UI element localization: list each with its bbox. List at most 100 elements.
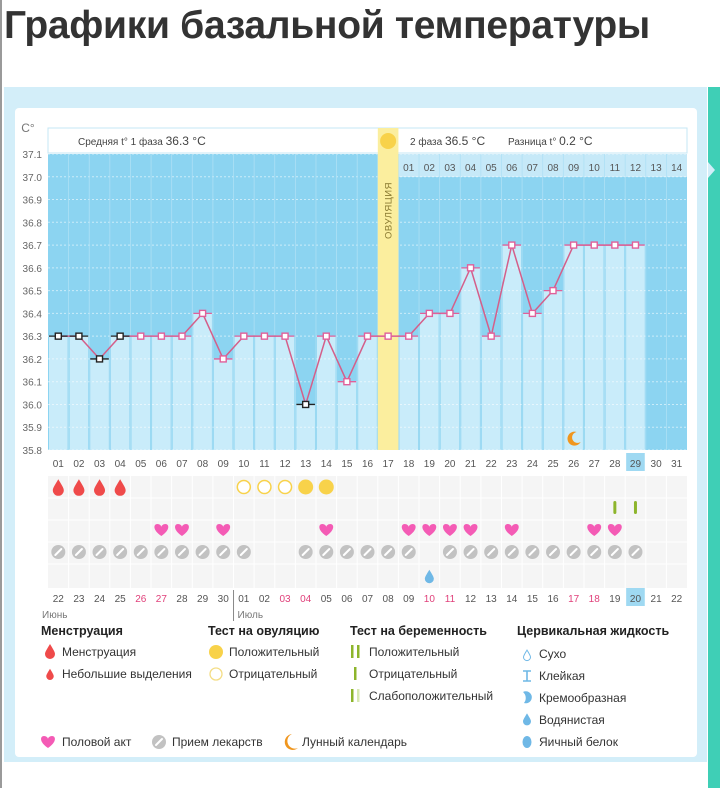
phase2-day-label: 10 — [589, 163, 601, 174]
phase2-day-label: 12 — [630, 163, 642, 174]
pregnancy-test-icon — [613, 501, 617, 514]
page-title: Графики базальной температуры — [4, 4, 650, 47]
legend-cervical-watery-icon — [523, 713, 531, 726]
temperature-point — [198, 309, 207, 318]
phase2-day-label: 13 — [651, 163, 663, 174]
calendar-date: 08 — [383, 594, 395, 605]
phase2-day-label: 08 — [547, 163, 559, 174]
ovulation-test-positive-icon — [318, 479, 334, 495]
phase2-day-label: 07 — [527, 163, 539, 174]
ovulation-test-positive-icon — [298, 479, 314, 495]
temperature-point — [590, 241, 598, 249]
heart-icon — [319, 524, 334, 536]
side-tab[interactable] — [708, 87, 720, 788]
cycle-day-label: 30 — [651, 459, 663, 470]
temperature-difference: Разница t° 0.2 °C — [508, 134, 593, 148]
legend-cervical-eggwhite: Яичный белок — [539, 735, 618, 749]
temperature-point — [446, 309, 454, 318]
temperature-point — [322, 332, 330, 340]
temperature-point — [466, 264, 475, 272]
calendar-date: 10 — [424, 594, 436, 605]
cycle-day-label: 01 — [53, 459, 65, 470]
calendar-date: 23 — [73, 594, 85, 605]
heart-icon — [422, 524, 437, 536]
ovulation-test-negative-icon — [257, 479, 272, 495]
y-tick-label: 35.9 — [23, 423, 43, 434]
menstruation-icon — [52, 479, 64, 496]
phase2-day-label: 06 — [506, 163, 518, 174]
y-tick-label: 37.1 — [23, 150, 43, 161]
heart-icon — [175, 524, 189, 536]
calendar-date: 22 — [671, 594, 683, 605]
menstruation-icon — [94, 479, 106, 496]
today-calendar-highlight — [626, 588, 645, 606]
temperature-point — [95, 355, 104, 363]
cycle-day-label: 18 — [403, 459, 415, 470]
temperature-bar — [172, 336, 192, 450]
temperature-bar — [605, 245, 625, 450]
temperature-bar — [337, 381, 357, 450]
legend-menstruation-title: Менструация — [41, 624, 123, 638]
cycle-day-label: 05 — [135, 459, 147, 470]
heart-icon — [216, 524, 231, 536]
cycle-day-label: 02 — [73, 459, 85, 470]
temperature-point — [487, 332, 495, 340]
y-tick-label: 36.5 — [23, 287, 43, 298]
y-tick-label: 36.7 — [23, 241, 43, 252]
temperature-bar — [275, 336, 295, 450]
legend-medication: Прием лекарств — [172, 735, 263, 749]
legend-ovulation-positive-icon — [209, 645, 223, 659]
legend-pregnancy-negative-icon — [354, 667, 357, 680]
legend-cervical-dry: Сухо — [539, 647, 567, 661]
calendar-date: 22 — [53, 594, 65, 605]
calendar-date: 14 — [506, 594, 518, 605]
y-tick-label: 36.9 — [23, 196, 43, 207]
calendar-date: 26 — [135, 594, 147, 605]
temperature-point — [75, 332, 83, 340]
pill-stripe — [631, 548, 640, 556]
heart-icon — [463, 524, 478, 536]
cycle-day-label: 22 — [486, 459, 498, 470]
pill-stripe — [155, 738, 163, 746]
cycle-day-label: 07 — [176, 459, 188, 470]
legend-heart-icon — [41, 736, 55, 748]
calendar-date: 07 — [362, 594, 374, 605]
ovulation-label: ОВУЛЯЦИЯ — [384, 182, 395, 239]
temperature-bar — [69, 336, 89, 450]
heart-icon — [587, 524, 602, 536]
cycle-day-label: 04 — [115, 459, 127, 470]
pill-stripe — [239, 548, 248, 556]
temperature-point — [157, 332, 166, 340]
y-tick-label: 36.2 — [23, 355, 43, 366]
pill-stripe — [528, 548, 537, 556]
temperature-point — [116, 332, 124, 340]
legend-moon-icon — [284, 734, 298, 750]
calendar-date: 20 — [630, 594, 642, 605]
temperature-point — [631, 241, 640, 249]
calendar-date: 25 — [115, 594, 127, 605]
legend-cervical-dry-icon — [522, 649, 532, 662]
cycle-day-label: 28 — [609, 459, 621, 470]
legend-spotting-icon — [46, 668, 54, 681]
legend-ovulation-title: Тест на овуляцию — [208, 624, 320, 638]
temperature-bar — [110, 336, 130, 450]
pill-stripe — [363, 548, 372, 556]
temperature-bar — [481, 336, 501, 450]
heart-icon — [154, 524, 169, 536]
heart-icon — [401, 524, 416, 536]
calendar-date: 24 — [94, 594, 106, 605]
cycle-day-label: 08 — [197, 459, 209, 470]
temperature-bar — [193, 313, 212, 450]
pill-stripe — [610, 548, 619, 556]
calendar-date: 17 — [568, 594, 580, 605]
month-label: Июнь — [42, 610, 67, 621]
heart-icon — [504, 524, 519, 536]
temperature-bar — [316, 336, 336, 450]
phase2-day-label: 14 — [671, 163, 683, 174]
temperature-point — [508, 241, 516, 249]
cycle-day-label: 25 — [547, 459, 559, 470]
today-highlight — [626, 453, 645, 471]
calendar-date: 06 — [341, 594, 353, 605]
cycle-day-label: 23 — [506, 459, 518, 470]
